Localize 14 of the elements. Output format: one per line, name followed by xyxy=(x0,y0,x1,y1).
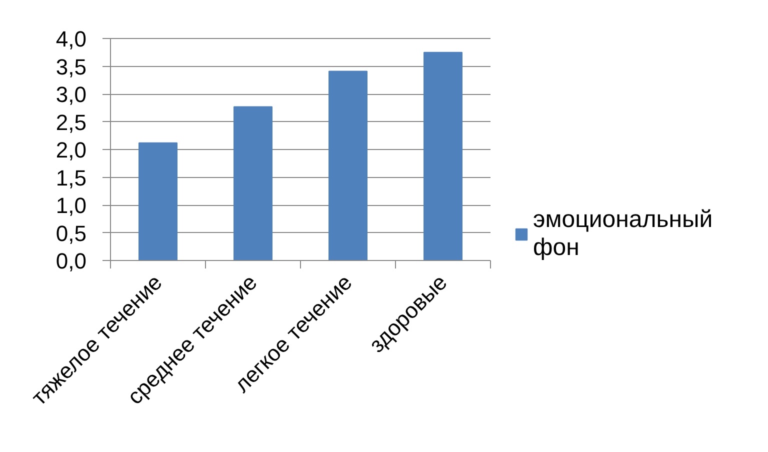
legend-label: эмоциональный фон xyxy=(533,206,713,262)
bar xyxy=(138,142,178,260)
y-tick-label: 1,5 xyxy=(56,165,87,190)
bar xyxy=(424,52,462,260)
bar xyxy=(328,70,368,260)
y-tick-label: 3,0 xyxy=(56,82,87,107)
y-tick-label: 2,0 xyxy=(56,138,87,162)
y-tick-label: 0,5 xyxy=(56,220,87,246)
y-tick-label: 3,5 xyxy=(56,54,87,80)
y-tick-label: 2,5 xyxy=(56,110,87,135)
y-tick-label: 0,0 xyxy=(56,248,87,274)
y-tick-label: 4,0 xyxy=(56,26,87,52)
y-tick-label: 1,0 xyxy=(56,193,87,218)
bar xyxy=(234,106,272,260)
